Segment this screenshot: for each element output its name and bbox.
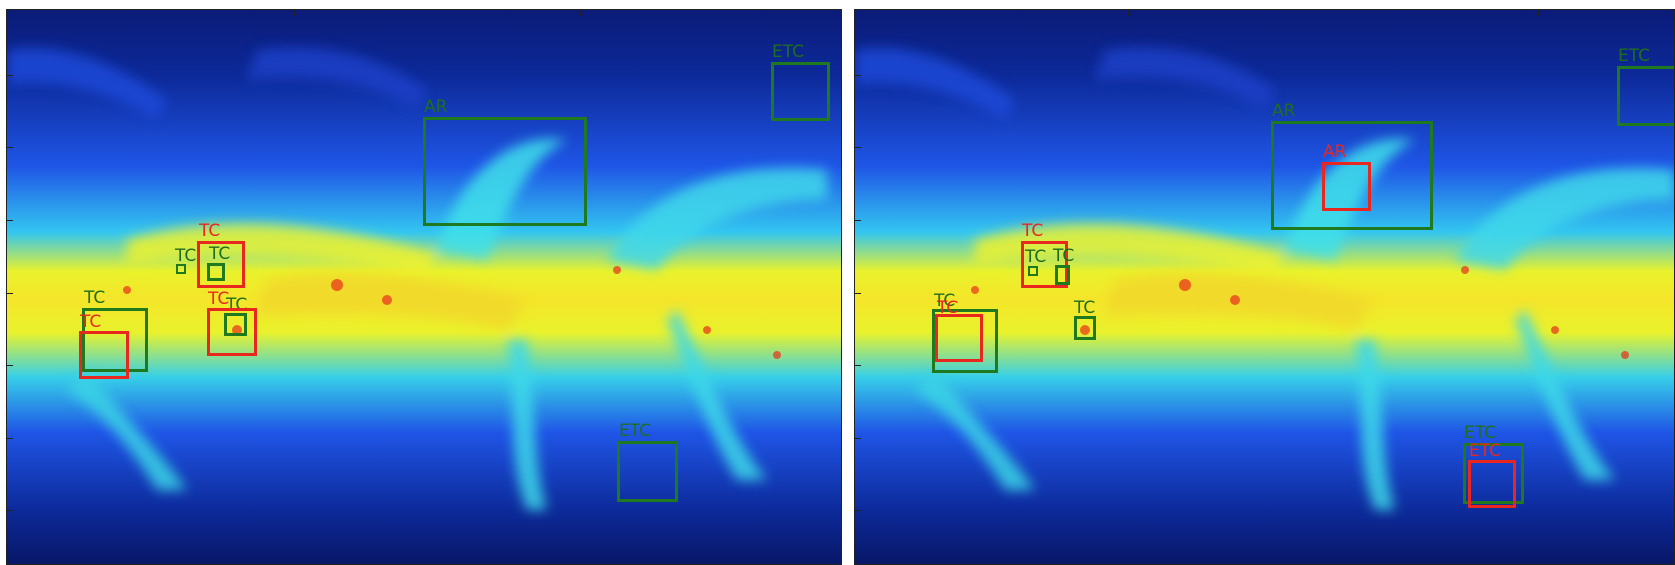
tc-box (176, 264, 186, 274)
box-label: TC (80, 312, 102, 332)
box-label: AR (1323, 142, 1347, 162)
etc-box (1617, 66, 1674, 126)
axis-tick (580, 10, 581, 16)
axis-tick (1128, 10, 1129, 16)
tc-box (207, 263, 225, 281)
tc-box (1055, 265, 1070, 285)
box-label: TC (934, 291, 956, 311)
tc-box (197, 241, 245, 288)
axis-tick (151, 10, 152, 16)
box-label: TC (209, 244, 231, 264)
axis-tick (294, 10, 295, 16)
axis-tick (437, 10, 438, 16)
tc-box (1028, 266, 1038, 276)
box-label: TC (199, 221, 221, 241)
box-label: TC (1053, 246, 1075, 266)
axis-tick (855, 293, 861, 294)
tc-box (207, 308, 257, 356)
etc-box (1463, 443, 1524, 504)
box-label: ETC (772, 42, 804, 62)
box-label: TC (937, 298, 959, 318)
axis-tick (7, 147, 13, 148)
ar-box (1271, 121, 1433, 230)
box-label: ETC (1469, 441, 1501, 461)
axis-tick (7, 75, 13, 76)
box-label: TC (1074, 298, 1096, 318)
axis-tick (7, 438, 13, 439)
axis-tick (855, 438, 861, 439)
axis-tick (855, 147, 861, 148)
axis-tick (855, 510, 861, 511)
etc-box (771, 62, 830, 121)
tc-box (79, 331, 129, 379)
box-label: AR (1272, 101, 1296, 121)
water-vapor-field (855, 10, 1674, 564)
box-label: TC (1022, 221, 1044, 241)
axis-tick (1401, 10, 1402, 16)
tc-box (935, 314, 983, 362)
box-label: ETC (1464, 423, 1496, 443)
etc-box (617, 441, 678, 502)
axis-tick (723, 10, 724, 16)
map-panel-left: ETC AR TC TC TC TC TC TC TC ETC (6, 9, 842, 565)
axis-tick (7, 220, 13, 221)
box-label: TC (175, 246, 197, 266)
box-label: ETC (619, 421, 651, 441)
water-vapor-field (7, 10, 841, 564)
axis-tick (7, 365, 13, 366)
axis-tick (1538, 10, 1539, 16)
box-label: AR (424, 97, 448, 117)
tc-box (224, 313, 247, 336)
axis-tick (7, 510, 13, 511)
axis-tick (1265, 10, 1266, 16)
tc-box (82, 308, 148, 372)
ar-box (1322, 162, 1371, 211)
axis-tick (7, 293, 13, 294)
box-label: ETC (1618, 46, 1650, 66)
axis-tick (855, 75, 861, 76)
tc-box (1074, 316, 1096, 340)
box-label: TC (208, 289, 230, 309)
ar-box (423, 117, 587, 226)
map-panel-right: ETC AR AR TC TC TC TC TC TC ETC ETC (854, 9, 1675, 565)
etc-box (1468, 460, 1516, 508)
box-label: TC (1025, 247, 1047, 267)
tc-box (1021, 241, 1068, 288)
axis-tick (855, 365, 861, 366)
tc-box (932, 309, 998, 373)
axis-tick (855, 220, 861, 221)
box-label: TC (84, 288, 106, 308)
axis-tick (991, 10, 992, 16)
